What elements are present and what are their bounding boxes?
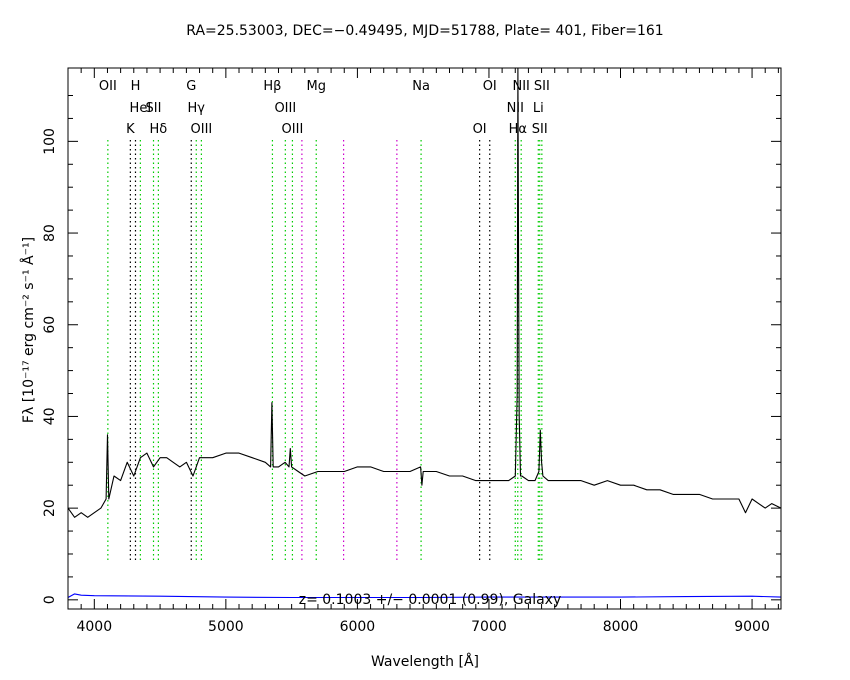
x-tick-label-3: 7000 (471, 619, 507, 635)
plot-frame (67, 67, 782, 610)
line-label-0: OII (99, 79, 117, 94)
line-label-2: H (131, 79, 141, 94)
y-tick-label-0: 0 (42, 595, 58, 604)
line-label-13: Mg (307, 79, 326, 94)
y-tick-label-2: 40 (42, 407, 58, 425)
chart-title: RA=25.53003, DEC=−0.49495, MJD=51788, Pl… (186, 23, 663, 39)
line-label-8: OIII (191, 122, 213, 137)
x-tick-label-5: 9000 (734, 619, 770, 635)
line-label-21: NII (512, 79, 529, 94)
x-tick-label-1: 5000 (208, 619, 244, 635)
line-label-23: SII (532, 122, 548, 137)
line-label-18: OI (483, 79, 497, 94)
line-label-7: Hγ (188, 101, 206, 116)
x-tick-label-4: 8000 (603, 619, 639, 635)
line-label-24: SII (534, 79, 550, 94)
line-label-16: Na (412, 79, 430, 94)
line-label-5: Hδ (150, 122, 168, 137)
line-label-3: HeI (130, 101, 152, 116)
y-tick-label-4: 80 (42, 224, 58, 242)
line-label-19: NII (507, 101, 524, 116)
x-axis-label: Wavelength [Å] (371, 653, 479, 670)
y-axis-label: Fλ [10⁻¹⁷ erg cm⁻² s⁻¹ Å⁻¹] (20, 237, 37, 423)
x-tick-label-0: 4000 (76, 619, 112, 635)
axis-ticks: 4000 5000 6000 7000 8000 9000 0 20 40 60 80 100 (42, 68, 781, 635)
data-series (67, 67, 782, 599)
line-label-11: OIII (282, 122, 304, 137)
y-tick-label-5: 100 (42, 128, 58, 155)
line-label-17: OI (473, 122, 487, 137)
line-label-9: Hβ (263, 79, 281, 94)
line-label-10: OIII (274, 101, 296, 116)
y-tick-label-1: 20 (42, 499, 58, 517)
line-label-4: SII (146, 101, 162, 116)
line-label-6: G (186, 79, 196, 94)
line-label-1: K (126, 122, 135, 137)
series-spectrum (67, 67, 782, 518)
y-tick-label-3: 60 (42, 316, 58, 334)
line-label-22: Li (533, 101, 544, 116)
series-error (67, 593, 782, 599)
x-tick-label-2: 6000 (340, 619, 376, 635)
redshift-annotation: z= 0.1003 +/− 0.0001 (0.99), Galaxy (299, 592, 562, 608)
